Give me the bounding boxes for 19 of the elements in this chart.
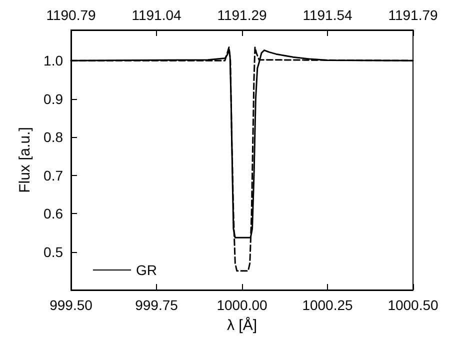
x2-tick-label: 1191.29 (217, 7, 267, 23)
x-tick-label: 999.75 (135, 297, 178, 313)
x2-tick-label: 1190.79 (46, 7, 96, 23)
y-tick-label: 0.9 (44, 90, 64, 107)
y-axis-title: Flux [a.u.] (16, 127, 34, 193)
x-tick-label: 999.50 (50, 297, 93, 313)
x2-tick-label: 1191.79 (388, 7, 438, 23)
y-tick-label: 0.8 (44, 129, 64, 146)
x-tick-label: 1000.00 (216, 297, 268, 313)
y-tick-label: 0.7 (44, 167, 64, 184)
x2-tick-label: 1191.54 (302, 7, 352, 23)
y-tick-label: 1.0 (44, 52, 64, 69)
x-tick-label: 1000.50 (388, 297, 439, 313)
x-axis-title: λ [Å] (226, 316, 258, 334)
y-tick-label: 0.5 (44, 244, 64, 260)
x2-tick-label: 1191.04 (132, 7, 182, 23)
legend-label: GR (136, 262, 157, 278)
y-tick-label: 0.6 (44, 206, 64, 222)
x-tick-label: 1000.25 (302, 297, 354, 313)
